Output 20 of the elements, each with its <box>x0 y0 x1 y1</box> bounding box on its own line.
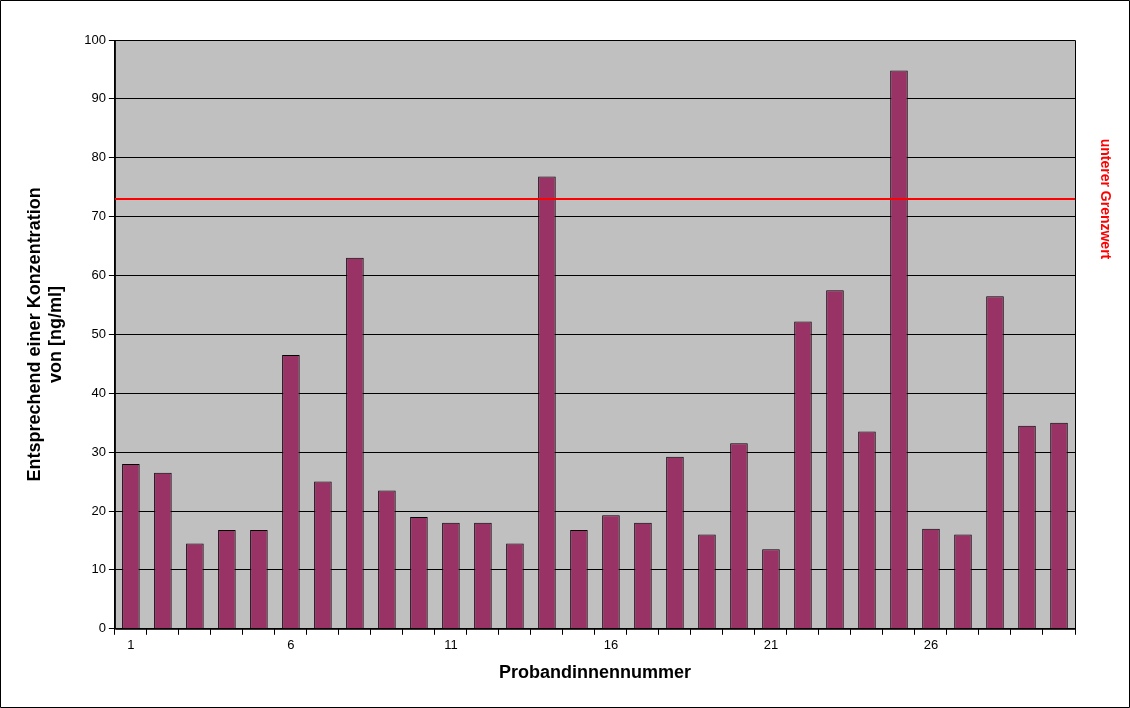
y-tick-label: 80 <box>91 149 106 165</box>
y-tick-label: 0 <box>98 620 106 636</box>
y-tick-label: 70 <box>91 208 106 224</box>
x-tick-label: 26 <box>923 637 939 653</box>
x-tick-label: 11 <box>444 637 458 653</box>
ref-line-label: unterer Grenzwert <box>1098 138 1115 260</box>
x-tick-label: 16 <box>603 637 619 653</box>
y-tick-label: 20 <box>91 502 106 518</box>
x-tick-label: 6 <box>287 637 295 653</box>
y-tick-label: 60 <box>91 267 106 283</box>
y-tick-label: 100 <box>84 31 106 47</box>
y-tick-label: 10 <box>91 561 106 577</box>
y-tick-label: 50 <box>91 325 106 341</box>
y-axis-title: Entsprechend einer Konzentration von [ng/ml] <box>23 187 66 482</box>
y-tick-label: 90 <box>91 90 106 106</box>
y-tick-label: 30 <box>91 443 106 459</box>
x-axis-title: Probandinnennummer <box>498 662 691 683</box>
x-tick-label: 21 <box>763 637 779 653</box>
x-tick-label: 1 <box>127 637 135 653</box>
y-tick-label: 40 <box>91 384 106 400</box>
